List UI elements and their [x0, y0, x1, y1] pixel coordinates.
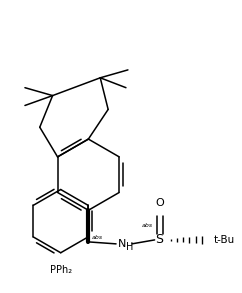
Text: H: H	[126, 242, 133, 252]
Text: O: O	[155, 198, 164, 208]
Text: N: N	[118, 239, 126, 249]
Text: PPh₂: PPh₂	[50, 265, 72, 275]
Text: t-Bu: t-Bu	[214, 235, 235, 245]
Text: S: S	[156, 234, 164, 246]
Text: abs: abs	[91, 235, 102, 240]
Text: abs: abs	[142, 223, 153, 228]
